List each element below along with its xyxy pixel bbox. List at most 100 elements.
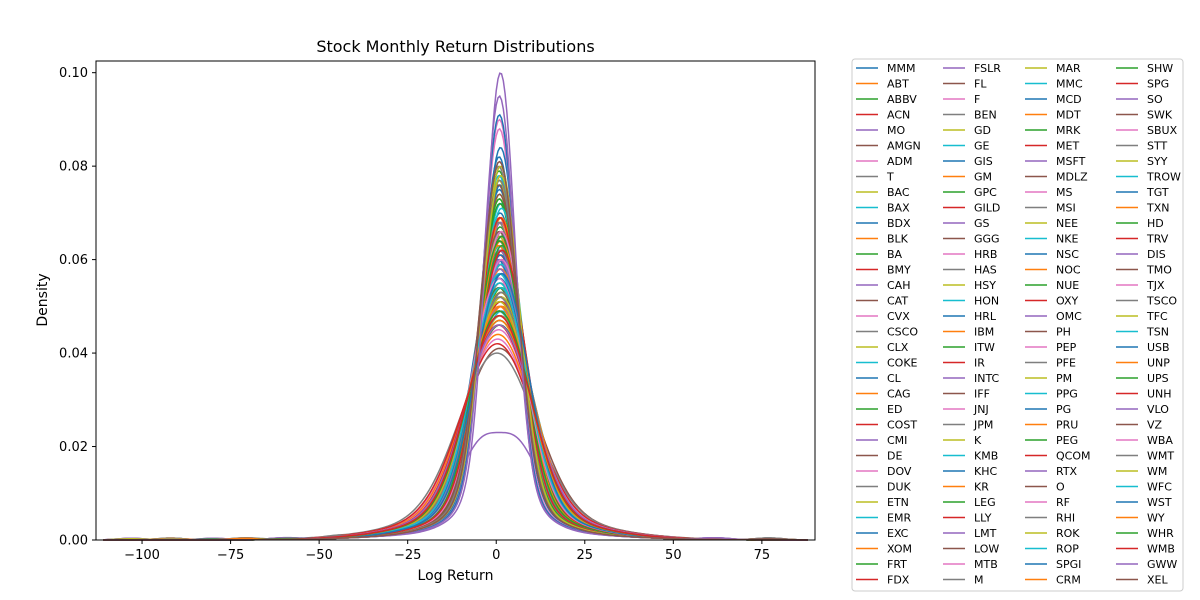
- legend-label: RTX: [1056, 465, 1078, 478]
- legend-label: GIS: [974, 155, 993, 168]
- legend-item-tgt: TGT: [1116, 186, 1169, 199]
- y-tick-label: 0.08: [59, 160, 88, 175]
- legend-item-vz: VZ: [1116, 419, 1163, 432]
- legend: MMMABTABBVACNMOAMGNADMTBACBAXBDXBLKBABMY…: [851, 58, 1184, 592]
- legend-label: WM: [1147, 465, 1167, 478]
- legend-item-spg: SPG: [1116, 78, 1169, 91]
- legend-item-met: MET: [1025, 140, 1079, 153]
- y-tick-label: 0.06: [59, 253, 88, 268]
- legend-item-has: HAS: [943, 264, 997, 277]
- legend-item-cah: CAH: [856, 279, 910, 292]
- legend-item-gis: GIS: [943, 155, 993, 168]
- legend-item-ph: PH: [1025, 326, 1071, 339]
- legend-item-nue: NUE: [1025, 279, 1079, 292]
- legend-label: TMO: [1146, 264, 1172, 277]
- legend-item-wmb: WMB: [1116, 543, 1175, 556]
- legend-item-itw: ITW: [943, 341, 995, 354]
- legend-label: GD: [974, 124, 991, 137]
- legend-label: GWW: [1147, 558, 1177, 571]
- legend-label: MSI: [1056, 202, 1076, 215]
- legend-label: HON: [974, 295, 999, 308]
- legend-label: STT: [1147, 140, 1168, 153]
- legend-item-pru: PRU: [1025, 419, 1078, 432]
- legend-item-trow: TROW: [1116, 171, 1181, 184]
- x-tick-label: −25: [394, 548, 421, 563]
- legend-item-coke: COKE: [856, 357, 918, 370]
- legend-item-f: F: [943, 93, 980, 106]
- legend-label: RHI: [1056, 512, 1075, 525]
- legend-label: NEE: [1056, 217, 1078, 230]
- legend-label: M: [974, 574, 984, 587]
- legend-label: TSCO: [1146, 295, 1177, 308]
- legend-item-ed: ED: [856, 403, 902, 416]
- legend-item-trv: TRV: [1116, 233, 1169, 246]
- legend-item-frt: FRT: [856, 558, 907, 571]
- legend-item-de: DE: [856, 450, 902, 463]
- legend-label: COKE: [887, 357, 918, 370]
- legend-item-ms: MS: [1025, 186, 1072, 199]
- legend-label: WMT: [1147, 450, 1174, 463]
- legend-item-hd: HD: [1116, 217, 1164, 230]
- legend-label: UPS: [1147, 372, 1169, 385]
- legend-label: ITW: [974, 341, 995, 354]
- legend-label: TJX: [1146, 279, 1165, 292]
- legend-item-iff: IFF: [943, 388, 990, 401]
- legend-item-hon: HON: [943, 295, 999, 308]
- legend-label: INTC: [974, 372, 1000, 385]
- y-axis: 0.00 0.02 0.04 0.06 0.08 0.10: [59, 66, 96, 549]
- legend-item-hsy: HSY: [943, 279, 996, 292]
- legend-label: CAT: [887, 295, 908, 308]
- legend-label: PPG: [1056, 388, 1078, 401]
- legend-label: IR: [974, 357, 985, 370]
- legend-label: ADM: [887, 155, 913, 168]
- legend-item-cvx: CVX: [856, 310, 910, 323]
- legend-label: ROP: [1056, 543, 1079, 556]
- legend-item-ge: GE: [943, 140, 990, 153]
- legend-label: LMT: [974, 527, 997, 540]
- legend-item-pfe: PFE: [1025, 357, 1076, 370]
- legend-item-t: T: [856, 171, 894, 184]
- legend-item-nee: NEE: [1025, 217, 1078, 230]
- legend-item-mtb: MTB: [943, 558, 998, 571]
- legend-item-csco: CSCO: [856, 326, 918, 339]
- legend-item-stt: STT: [1116, 140, 1168, 153]
- legend-label: DOV: [887, 465, 912, 478]
- legend-label: SYY: [1147, 155, 1168, 168]
- legend-label: GPC: [974, 186, 997, 199]
- legend-item-rok: ROK: [1025, 527, 1080, 540]
- legend-label: F: [974, 93, 980, 106]
- legend-label: TXN: [1146, 202, 1169, 215]
- legend-item-m: M: [943, 574, 984, 587]
- legend-item-shw: SHW: [1116, 62, 1173, 75]
- plot-frame: [95, 60, 816, 541]
- legend-item-amgn: AMGN: [856, 140, 921, 153]
- legend-item-spgi: SPGI: [1025, 558, 1081, 571]
- legend-item-tfc: TFC: [1116, 310, 1168, 323]
- legend-item-unh: UNH: [1116, 388, 1172, 401]
- legend-item-kr: KR: [943, 481, 989, 494]
- legend-label: IBM: [974, 326, 994, 339]
- legend-label: DUK: [887, 481, 912, 494]
- legend-label: AMGN: [887, 140, 921, 153]
- legend-label: CAG: [887, 388, 911, 401]
- legend-item-wm: WM: [1116, 465, 1167, 478]
- legend-item-cmi: CMI: [856, 434, 907, 447]
- legend-item-exc: EXC: [856, 527, 909, 540]
- legend-label: NKE: [1056, 233, 1078, 246]
- legend-label: FL: [974, 78, 987, 91]
- legend-item-mdlz: MDLZ: [1025, 171, 1088, 184]
- legend-label: SPG: [1147, 78, 1169, 91]
- legend-label: BDX: [887, 217, 911, 230]
- legend-label: WFC: [1147, 481, 1172, 494]
- legend-item-mcd: MCD: [1025, 93, 1082, 106]
- x-axis: −100 −75 −50 −25 0 25 50 75: [124, 540, 770, 563]
- legend-label: FDX: [887, 574, 910, 587]
- legend-item-o: O: [1025, 481, 1065, 494]
- legend-item-pg: PG: [1025, 403, 1071, 416]
- x-tick-label: −50: [305, 548, 332, 563]
- legend-label: CSCO: [887, 326, 918, 339]
- legend-item-tjx: TJX: [1116, 279, 1165, 292]
- y-tick-label: 0.00: [59, 534, 88, 549]
- legend-label: CLX: [887, 341, 909, 354]
- legend-label: HRB: [974, 248, 997, 261]
